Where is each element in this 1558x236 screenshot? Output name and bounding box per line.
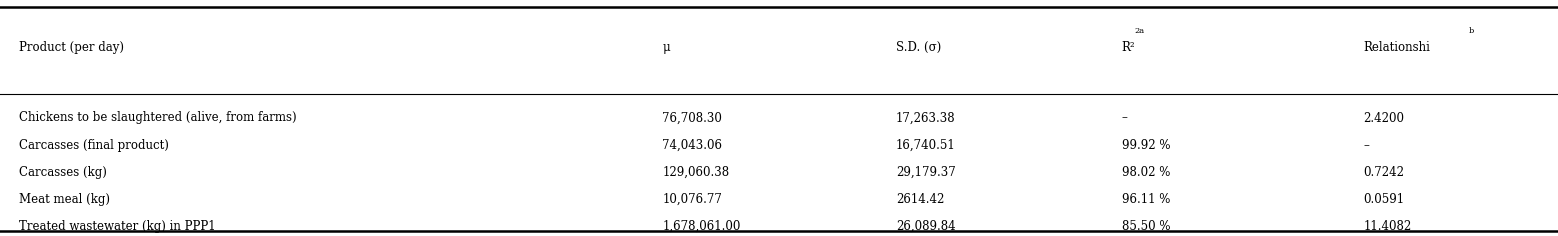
Text: 85.50 %: 85.50 % (1122, 220, 1170, 233)
Text: 2614.42: 2614.42 (896, 193, 944, 206)
Text: 98.02 %: 98.02 % (1122, 166, 1170, 179)
Text: μ: μ (662, 41, 670, 54)
Text: 2.4200: 2.4200 (1363, 111, 1404, 125)
Text: –: – (1363, 139, 1369, 152)
Text: –: – (1122, 111, 1128, 125)
Text: Carcasses (final product): Carcasses (final product) (19, 139, 168, 152)
Text: 29,179.37: 29,179.37 (896, 166, 955, 179)
Text: Product (per day): Product (per day) (19, 41, 123, 54)
Text: 96.11 %: 96.11 % (1122, 193, 1170, 206)
Text: 74,043.06: 74,043.06 (662, 139, 723, 152)
Text: Relationshi: Relationshi (1363, 41, 1430, 54)
Text: Chickens to be slaughtered (alive, from farms): Chickens to be slaughtered (alive, from … (19, 111, 296, 125)
Text: 0.7242: 0.7242 (1363, 166, 1404, 179)
Text: Carcasses (kg): Carcasses (kg) (19, 166, 106, 179)
Text: Relationshi: Relationshi (1363, 41, 1430, 54)
Text: 76,708.30: 76,708.30 (662, 111, 721, 125)
Text: 17,263.38: 17,263.38 (896, 111, 955, 125)
Text: 0.0591: 0.0591 (1363, 193, 1404, 206)
Text: 1,678,061.00: 1,678,061.00 (662, 220, 740, 233)
Text: 26,089.84: 26,089.84 (896, 220, 955, 233)
Text: 11.4082: 11.4082 (1363, 220, 1412, 233)
Text: 129,060.38: 129,060.38 (662, 166, 729, 179)
Text: 16,740.51: 16,740.51 (896, 139, 955, 152)
Text: S.D. (σ): S.D. (σ) (896, 41, 941, 54)
Text: R²: R² (1122, 41, 1136, 54)
Text: Treated wastewater (kg) in PPP1: Treated wastewater (kg) in PPP1 (19, 220, 215, 233)
Text: 2a: 2a (1134, 27, 1144, 35)
Text: 10,076.77: 10,076.77 (662, 193, 721, 206)
Text: Meat meal (kg): Meat meal (kg) (19, 193, 109, 206)
Text: b: b (1469, 27, 1474, 35)
Text: R²: R² (1122, 41, 1136, 54)
Text: 99.92 %: 99.92 % (1122, 139, 1170, 152)
